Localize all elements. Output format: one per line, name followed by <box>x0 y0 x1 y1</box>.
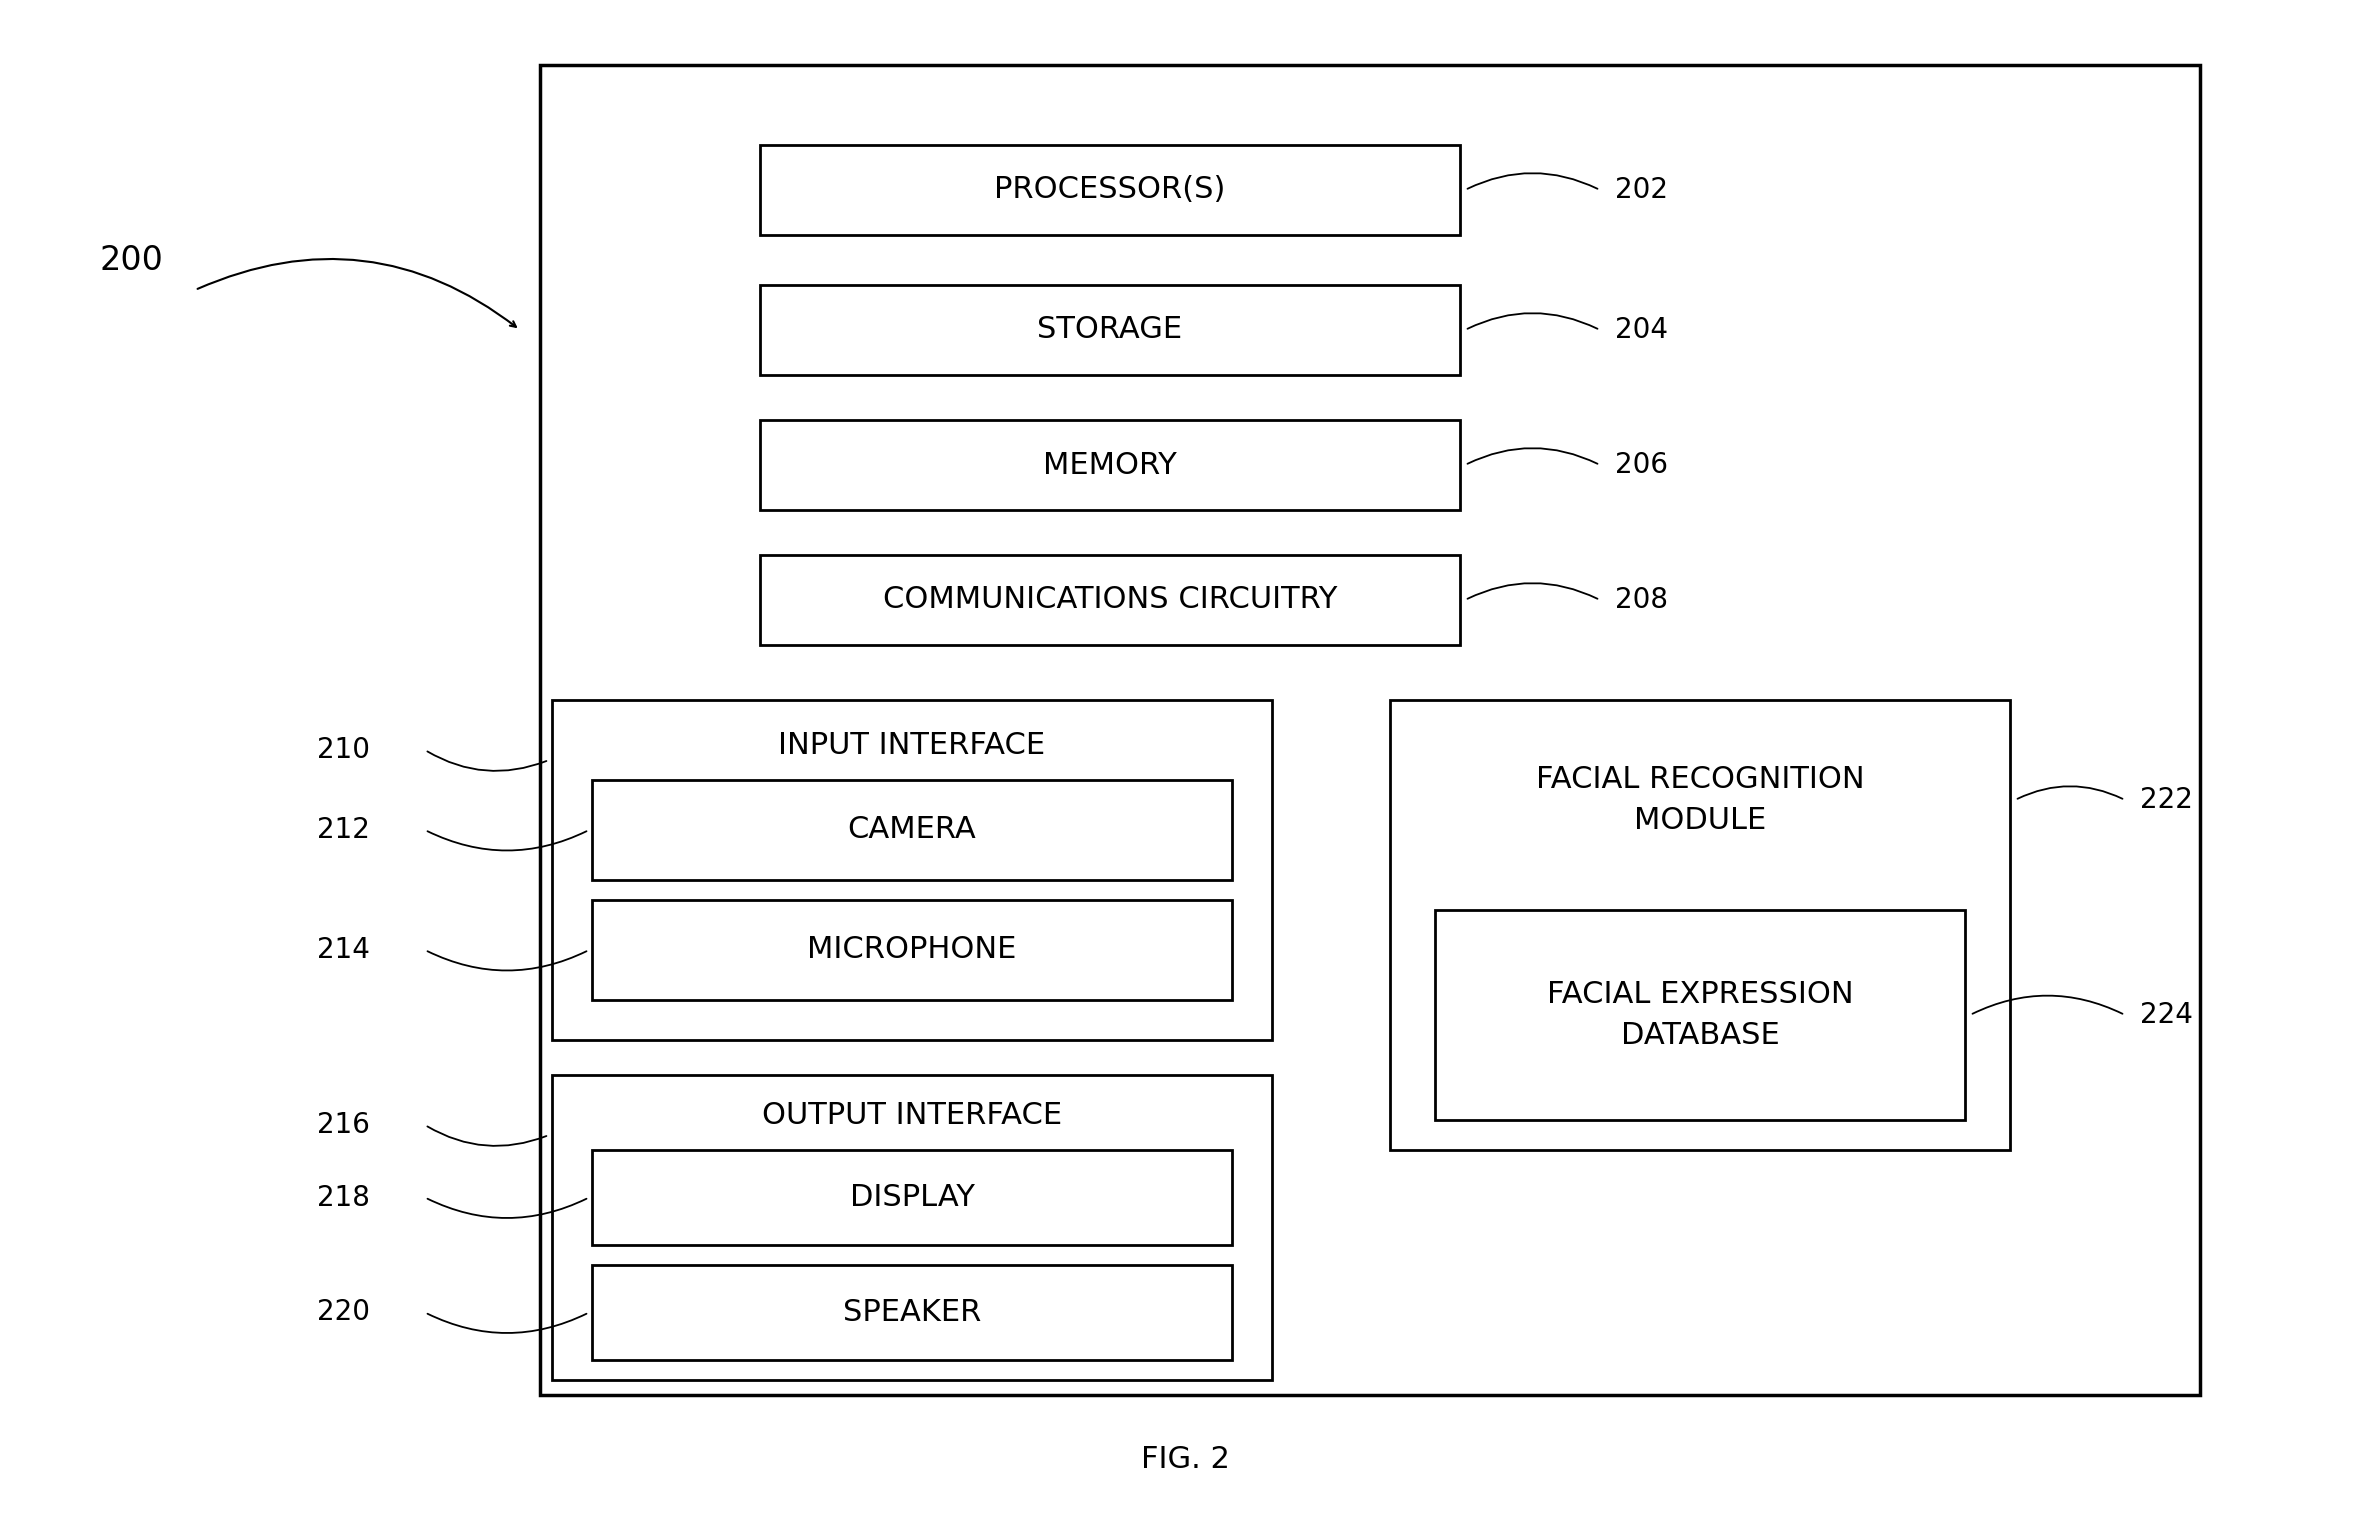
Text: FACIAL RECOGNITION
MODULE: FACIAL RECOGNITION MODULE <box>1536 766 1864 835</box>
Bar <box>761 285 1461 374</box>
Text: 216: 216 <box>318 1111 370 1139</box>
Text: 210: 210 <box>318 735 370 764</box>
Text: PROCESSOR(S): PROCESSOR(S) <box>993 176 1226 205</box>
Bar <box>593 781 1233 879</box>
Bar <box>593 1151 1233 1245</box>
Bar <box>1389 700 2011 1151</box>
Text: DISPLAY: DISPLAY <box>849 1182 974 1211</box>
Text: STORAGE: STORAGE <box>1038 315 1183 344</box>
Text: 206: 206 <box>1615 450 1669 479</box>
Text: 222: 222 <box>2141 785 2193 814</box>
Text: 204: 204 <box>1615 315 1669 344</box>
Bar <box>593 901 1233 1001</box>
Bar <box>552 1075 1271 1380</box>
Text: 214: 214 <box>318 935 370 964</box>
Text: 212: 212 <box>318 816 370 844</box>
Text: FIG. 2: FIG. 2 <box>1140 1445 1231 1475</box>
Bar <box>1434 910 1966 1120</box>
Text: MEMORY: MEMORY <box>1043 450 1176 479</box>
Text: COMMUNICATIONS CIRCUITRY: COMMUNICATIONS CIRCUITRY <box>882 585 1337 614</box>
Text: CAMERA: CAMERA <box>846 816 977 844</box>
Text: INPUT INTERFACE: INPUT INTERFACE <box>778 731 1046 760</box>
Text: MICROPHONE: MICROPHONE <box>806 935 1017 964</box>
Text: 200: 200 <box>100 244 164 276</box>
Text: 208: 208 <box>1615 587 1669 614</box>
Bar <box>593 1264 1233 1360</box>
Text: SPEAKER: SPEAKER <box>842 1298 982 1326</box>
Bar <box>552 700 1271 1040</box>
Bar <box>761 555 1461 644</box>
Bar <box>761 420 1461 509</box>
Text: 220: 220 <box>318 1299 370 1326</box>
Bar <box>761 146 1461 235</box>
Text: 224: 224 <box>2141 1001 2193 1029</box>
Text: OUTPUT INTERFACE: OUTPUT INTERFACE <box>761 1101 1062 1129</box>
Text: 202: 202 <box>1615 176 1669 205</box>
Text: 218: 218 <box>318 1184 370 1211</box>
Bar <box>541 65 2200 1395</box>
Text: FACIAL EXPRESSION
DATABASE: FACIAL EXPRESSION DATABASE <box>1546 981 1854 1049</box>
